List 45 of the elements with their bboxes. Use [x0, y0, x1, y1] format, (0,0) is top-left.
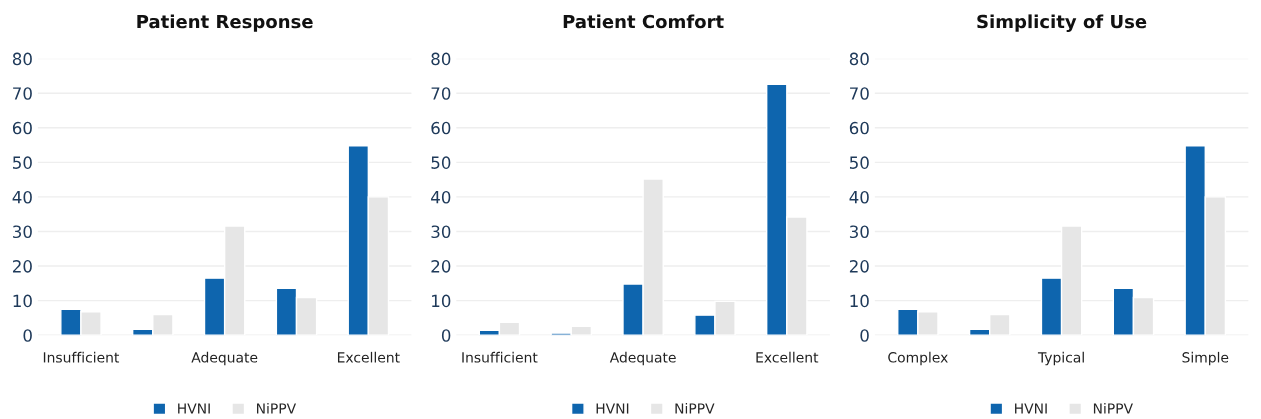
y-tick-label: 20: [431, 260, 451, 273]
legend-label: HVNI: [596, 403, 629, 414]
y-tick-label: 70: [431, 87, 451, 100]
y-tick-label: 40: [849, 190, 869, 204]
y-tick-label: 50: [13, 156, 32, 169]
y-tick-label: 70: [850, 87, 869, 100]
x-tick-label: Adequate: [191, 351, 258, 366]
y-tick-label: 60: [849, 121, 869, 135]
chart-title: Patient Comfort: [563, 14, 724, 29]
y-tick-label: 0: [441, 329, 451, 342]
chart-title: Patient Response: [137, 14, 313, 32]
y-tick-label: 50: [849, 156, 869, 169]
y-tick-label: 10: [432, 294, 451, 308]
y-tick-label: 60: [12, 121, 32, 135]
y-tick-label: 80: [431, 52, 451, 66]
x-tick-label: Insufficient: [43, 351, 120, 363]
y-tick-label: 70: [13, 87, 32, 100]
y-tick-label: 60: [431, 121, 451, 135]
y-tick-label: 20: [12, 260, 32, 273]
y-tick-label: 10: [13, 294, 32, 308]
x-tick-label: Insufficient: [462, 351, 538, 363]
y-tick-label: 40: [431, 190, 451, 204]
y-tick-label: 30: [13, 225, 32, 239]
legend-label: HVNI: [1015, 403, 1047, 414]
legend-label: NiPPV: [257, 403, 297, 414]
y-tick-label: 0: [860, 329, 869, 342]
y-tick-label: 30: [431, 225, 451, 239]
legend-label: NiPPV: [675, 403, 715, 414]
x-tick-label: Adequate: [609, 351, 676, 366]
y-tick-label: 80: [12, 52, 32, 66]
y-tick-label: 10: [850, 294, 869, 308]
x-tick-label: Excellent: [756, 351, 819, 363]
y-tick-label: 80: [849, 52, 869, 66]
x-tick-label: Simple: [1182, 351, 1229, 366]
y-tick-label: 0: [23, 329, 32, 342]
legend-label: NiPPV: [1093, 403, 1133, 414]
legend-label: HVNI: [178, 403, 210, 414]
y-tick-label: 50: [431, 156, 451, 169]
x-tick-label: Excellent: [337, 351, 400, 363]
y-tick-label: 40: [12, 190, 32, 204]
x-tick-label: Typical: [1037, 351, 1084, 366]
x-tick-label: Complex: [888, 351, 948, 366]
y-tick-label: 20: [849, 260, 869, 273]
y-tick-label: 30: [849, 225, 869, 239]
chart-title: Simplicity of Use: [977, 14, 1147, 32]
